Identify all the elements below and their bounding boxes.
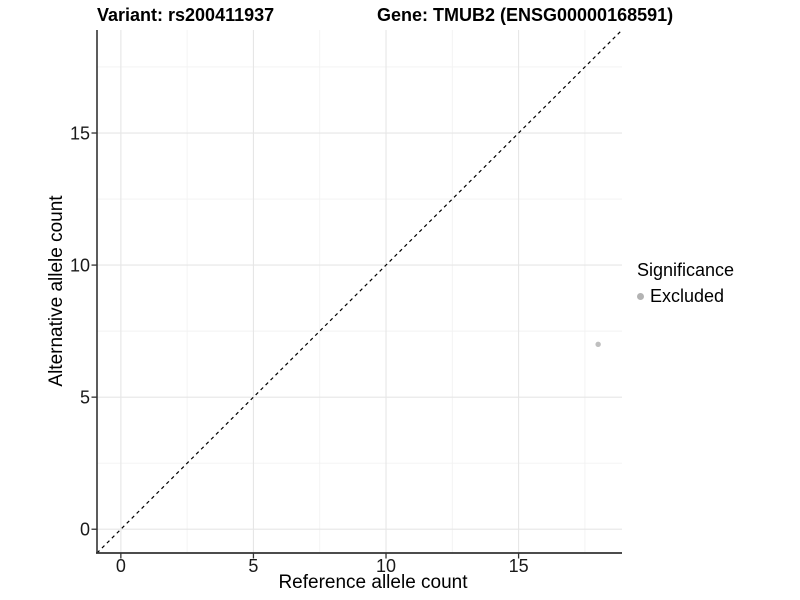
y-tick-label: 0 — [80, 520, 90, 540]
plot-title-gene: Gene: TMUB2 (ENSG00000168591) — [377, 5, 674, 25]
y-tick-label: 5 — [80, 388, 90, 408]
x-tick-label: 0 — [116, 556, 126, 576]
y-tick-label: 15 — [70, 124, 90, 144]
legend-item-excluded: Excluded — [637, 286, 734, 307]
data-point — [595, 341, 601, 348]
legend-key-dot — [637, 293, 644, 300]
legend: Significance Excluded — [637, 260, 734, 307]
y-tick-label: 10 — [70, 256, 90, 276]
legend-item-label: Excluded — [650, 286, 725, 306]
x-tick-label: 10 — [376, 556, 396, 576]
x-axis-title: Reference allele count — [278, 572, 468, 593]
y-axis-title: Alternative allele count — [46, 195, 67, 387]
identity-line — [96, 29, 623, 554]
plot-title-variant: Variant: rs200411937 — [97, 5, 275, 25]
x-tick-label: 15 — [509, 556, 529, 576]
x-tick-label: 5 — [248, 556, 258, 576]
legend-title: Significance — [637, 260, 735, 280]
